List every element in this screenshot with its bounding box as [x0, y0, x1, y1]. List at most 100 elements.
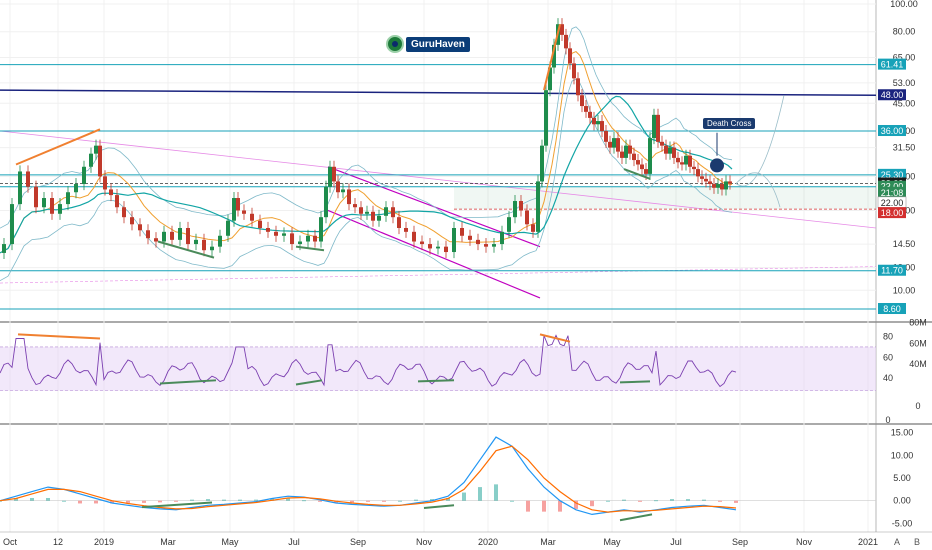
candle-body[interactable]	[18, 171, 22, 205]
candle-body[interactable]	[371, 211, 375, 221]
candle-body[interactable]	[306, 235, 310, 242]
candle-body[interactable]	[282, 233, 286, 236]
candle-body[interactable]	[484, 244, 488, 247]
candle-body[interactable]	[74, 184, 78, 193]
candle-body[interactable]	[660, 141, 664, 146]
candle-body[interactable]	[397, 217, 401, 229]
candle-body[interactable]	[564, 34, 568, 49]
candle-body[interactable]	[616, 138, 620, 152]
candle-body[interactable]	[684, 155, 688, 165]
price-panel[interactable]	[0, 18, 877, 310]
candle-body[interactable]	[600, 121, 604, 132]
candle-body[interactable]	[391, 207, 395, 218]
candle-body[interactable]	[266, 228, 270, 232]
candle-body[interactable]	[436, 246, 440, 249]
candle-body[interactable]	[592, 117, 596, 125]
candle-body[interactable]	[668, 147, 672, 154]
candle-body[interactable]	[644, 169, 648, 174]
candle-body[interactable]	[130, 217, 134, 225]
candle-body[interactable]	[568, 48, 572, 64]
candle-body[interactable]	[704, 178, 708, 182]
candle-body[interactable]	[552, 44, 556, 68]
candle-body[interactable]	[353, 204, 357, 208]
candle-body[interactable]	[258, 220, 262, 229]
candle-body[interactable]	[412, 231, 416, 242]
candle-body[interactable]	[298, 241, 302, 245]
death-cross-marker[interactable]	[710, 158, 724, 173]
candle-body[interactable]	[109, 189, 113, 196]
candle-body[interactable]	[444, 246, 448, 253]
candle-body[interactable]	[232, 198, 236, 221]
candle-body[interactable]	[324, 186, 328, 218]
candle-body[interactable]	[656, 114, 660, 142]
candle-body[interactable]	[236, 198, 240, 211]
candle-body[interactable]	[544, 90, 548, 146]
volume-panel[interactable]	[0, 333, 876, 392]
candle-body[interactable]	[708, 181, 712, 185]
candle-body[interactable]	[103, 176, 107, 190]
candle-body[interactable]	[332, 166, 336, 182]
candle-body[interactable]	[548, 67, 552, 91]
candle-body[interactable]	[584, 106, 588, 112]
candle-body[interactable]	[728, 181, 732, 184]
candle-body[interactable]	[572, 63, 576, 79]
candle-body[interactable]	[476, 239, 480, 245]
candle-body[interactable]	[34, 186, 38, 208]
candle-body[interactable]	[580, 95, 584, 107]
candle-body[interactable]	[648, 138, 652, 174]
candle-body[interactable]	[82, 166, 86, 185]
candle-body[interactable]	[632, 153, 636, 161]
candle-body[interactable]	[404, 228, 408, 232]
macd-panel[interactable]	[0, 436, 876, 522]
candle-body[interactable]	[115, 195, 119, 208]
candle-body[interactable]	[513, 201, 517, 218]
candle-body[interactable]	[519, 201, 523, 211]
candle-body[interactable]	[676, 157, 680, 163]
candle-body[interactable]	[66, 192, 70, 205]
candle-body[interactable]	[341, 189, 345, 193]
candle-body[interactable]	[2, 244, 6, 253]
auto-scale-button[interactable]: A	[893, 537, 900, 547]
candle-body[interactable]	[468, 235, 472, 240]
candle-body[interactable]	[624, 145, 628, 158]
candle-body[interactable]	[428, 244, 432, 249]
candle-body[interactable]	[604, 131, 608, 142]
candle-body[interactable]	[210, 246, 214, 251]
candle-body[interactable]	[319, 217, 323, 242]
candle-body[interactable]	[89, 153, 93, 167]
candle-body[interactable]	[608, 141, 612, 148]
candle-body[interactable]	[242, 210, 246, 214]
candle-body[interactable]	[122, 207, 126, 218]
candle-body[interactable]	[636, 160, 640, 165]
candle-body[interactable]	[50, 198, 54, 214]
candle-body[interactable]	[202, 239, 206, 251]
candle-body[interactable]	[359, 207, 363, 214]
candle-body[interactable]	[274, 231, 278, 236]
candle-body[interactable]	[162, 231, 166, 242]
candle-body[interactable]	[507, 217, 511, 232]
candle-body[interactable]	[328, 166, 332, 187]
candle-body[interactable]	[313, 235, 317, 242]
candle-body[interactable]	[178, 228, 182, 240]
candle-body[interactable]	[58, 204, 62, 214]
candle-body[interactable]	[138, 224, 142, 231]
candle-body[interactable]	[560, 24, 564, 35]
candle-body[interactable]	[98, 145, 102, 177]
candle-body[interactable]	[576, 78, 580, 96]
candle-body[interactable]	[170, 231, 174, 240]
candle-body[interactable]	[194, 239, 198, 245]
candle-body[interactable]	[612, 138, 616, 148]
candle-body[interactable]	[226, 220, 230, 236]
candle-body[interactable]	[500, 231, 504, 245]
candle-body[interactable]	[186, 228, 190, 245]
candle-body[interactable]	[26, 171, 30, 187]
candle-body[interactable]	[10, 204, 14, 245]
candle-body[interactable]	[460, 228, 464, 236]
candle-body[interactable]	[596, 121, 600, 125]
candle-body[interactable]	[377, 215, 381, 221]
candle-body[interactable]	[531, 224, 535, 232]
candle-body[interactable]	[218, 235, 222, 247]
log-scale-button[interactable]: B	[913, 537, 920, 547]
candle-body[interactable]	[672, 147, 676, 158]
